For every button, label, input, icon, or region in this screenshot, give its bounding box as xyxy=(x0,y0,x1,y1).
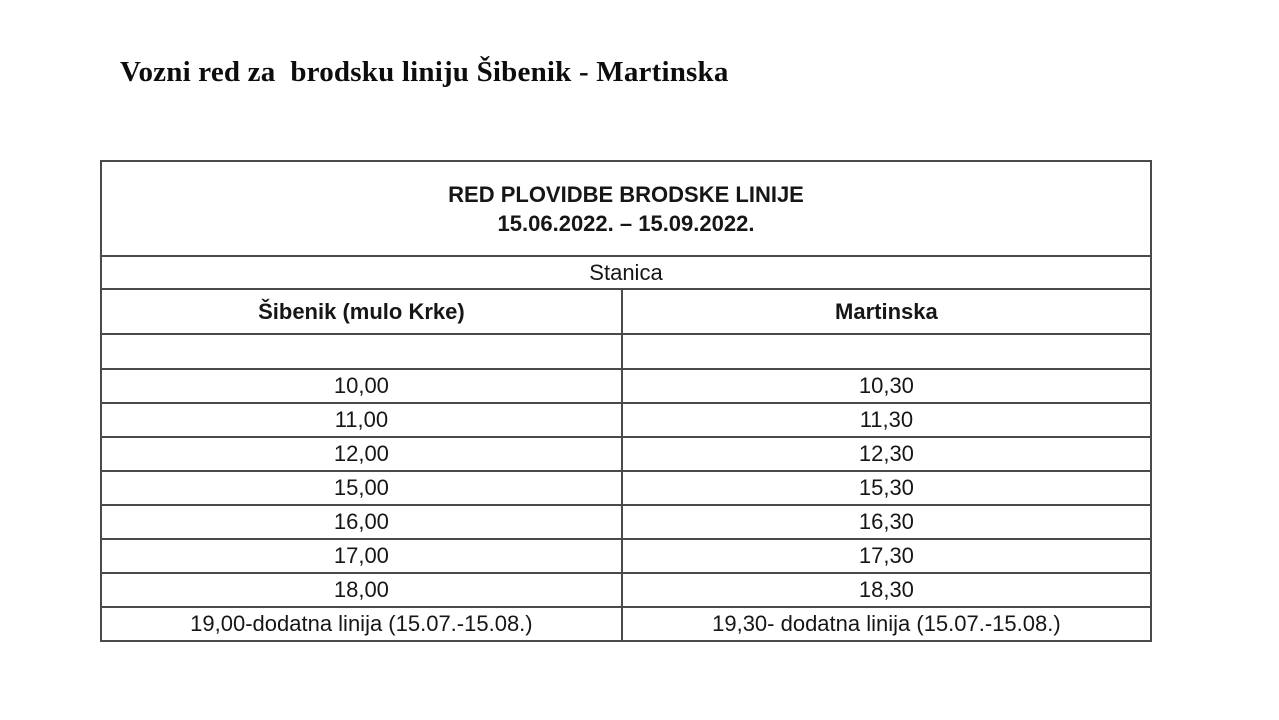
table-row: 10,00 10,30 xyxy=(100,368,1153,404)
table-row: 15,00 15,30 xyxy=(100,470,1153,506)
time-cell-sibenik: 10,00 xyxy=(100,368,623,404)
station-label-cell: Stanica xyxy=(100,255,1152,290)
column-header-sibenik: Šibenik (mulo Krke) xyxy=(100,288,623,335)
time-cell-sibenik: 12,00 xyxy=(100,436,623,472)
time-cell-sibenik: 18,00 xyxy=(100,572,623,608)
table-title-line1: RED PLOVIDBE BRODSKE LINIJE xyxy=(448,181,804,207)
table-row: 18,00 18,30 xyxy=(100,572,1153,608)
time-cell-martinska xyxy=(620,333,1153,370)
time-cell-martinska: 17,30 xyxy=(620,538,1153,574)
table-row xyxy=(100,333,1153,370)
page-title: Vozni red za brodsku liniju Šibenik - Ma… xyxy=(120,56,729,88)
time-cell-martinska: 16,30 xyxy=(620,504,1153,540)
timetable-table: RED PLOVIDBE BRODSKE LINIJE 15.06.2022. … xyxy=(100,160,1153,642)
time-cell-martinska: 11,30 xyxy=(620,402,1153,438)
station-label-row: Stanica xyxy=(100,255,1152,290)
table-row: 17,00 17,30 xyxy=(100,538,1153,574)
time-cell-martinska: 15,30 xyxy=(620,470,1153,506)
time-cell-martinska: 18,30 xyxy=(620,572,1153,608)
time-cell-sibenik: 17,00 xyxy=(100,538,623,574)
column-header-row: Šibenik (mulo Krke) Martinska xyxy=(100,288,1153,335)
column-header-martinska: Martinska xyxy=(620,288,1153,335)
table-title-cell: RED PLOVIDBE BRODSKE LINIJE 15.06.2022. … xyxy=(100,160,1152,257)
time-cell-martinska: 12,30 xyxy=(620,436,1153,472)
table-title-line2: 15.06.2022. – 15.09.2022. xyxy=(497,210,755,236)
table-row: 16,00 16,30 xyxy=(100,504,1153,540)
table-row-extra-line: 19,00-dodatna linija (15.07.-15.08.) 19,… xyxy=(100,606,1153,642)
time-cell-martinska: 10,30 xyxy=(620,368,1153,404)
time-cell-sibenik xyxy=(100,333,623,370)
time-cell-sibenik: 15,00 xyxy=(100,470,623,506)
time-cell-martinska: 19,30- dodatna linija (15.07.-15.08.) xyxy=(620,606,1153,642)
time-cell-sibenik: 16,00 xyxy=(100,504,623,540)
table-row: 12,00 12,30 xyxy=(100,436,1153,472)
time-cell-sibenik: 11,00 xyxy=(100,402,623,438)
time-cell-sibenik: 19,00-dodatna linija (15.07.-15.08.) xyxy=(100,606,623,642)
table-header-row: RED PLOVIDBE BRODSKE LINIJE 15.06.2022. … xyxy=(100,160,1152,257)
table-row: 11,00 11,30 xyxy=(100,402,1153,438)
